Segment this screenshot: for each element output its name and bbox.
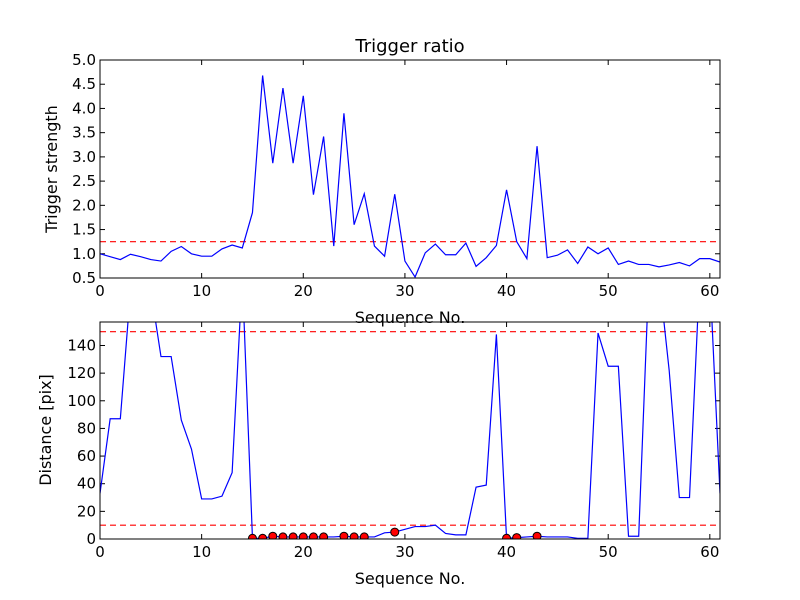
y-tick-label: 0.5 xyxy=(72,269,96,287)
x-tick-label: 0 xyxy=(95,543,105,561)
y-tick-label: 0 xyxy=(86,530,96,548)
scatter-point xyxy=(532,531,542,539)
y-tick-label: 60 xyxy=(77,447,96,465)
series-line xyxy=(100,75,720,278)
y-tick-label: 2.5 xyxy=(72,172,96,190)
y-tick-label: 3.5 xyxy=(72,124,96,142)
scatter-point xyxy=(339,531,349,539)
y-axis-label: Distance [pix] xyxy=(36,374,55,486)
y-tick-label: 5.0 xyxy=(72,51,96,69)
chart-title: Trigger ratio xyxy=(354,36,464,57)
x-tick-label: 60 xyxy=(700,543,719,561)
plot-area xyxy=(100,75,720,278)
x-tick-label: 60 xyxy=(700,282,719,300)
axes-frame xyxy=(99,59,721,279)
y-tick-label: 40 xyxy=(77,475,96,493)
scatter-point xyxy=(298,532,308,539)
scatter-point xyxy=(268,531,278,539)
y-tick-label: 4.5 xyxy=(72,75,96,93)
axes-frame xyxy=(99,321,721,540)
distance-panel: Sequence No. Distance [pix] 0 10 20 30 40 50 6… xyxy=(36,321,721,588)
scatter-point xyxy=(247,533,257,539)
series-line xyxy=(100,322,720,539)
scatter-point xyxy=(349,532,359,539)
x-tick-label: 40 xyxy=(497,282,516,300)
scatter-point xyxy=(308,532,318,539)
x-tick-label: 10 xyxy=(192,282,211,300)
y-tick-label: 140 xyxy=(67,336,96,354)
plot-area xyxy=(100,322,720,539)
scatter-point xyxy=(359,532,369,539)
x-tick-label: 30 xyxy=(395,282,414,300)
y-tick-label: 4.0 xyxy=(72,99,96,117)
x-tick-label: 20 xyxy=(294,282,313,300)
y-axis-label: Trigger strength xyxy=(42,105,61,234)
trigger-ratio-panel: Trigger ratio Sequence No. Trigger stren… xyxy=(42,36,721,327)
x-tick-label: 20 xyxy=(294,543,313,561)
x-tick-label: 0 xyxy=(95,282,105,300)
axis-ticks: 0 10 20 30 40 50 60 0 20 40 60 80 100 120 140 xyxy=(67,322,720,561)
x-tick-label: 50 xyxy=(599,282,618,300)
y-tick-label: 3.0 xyxy=(72,148,96,166)
scatter-point xyxy=(512,533,522,539)
x-axis-label: Sequence No. xyxy=(355,308,466,327)
x-tick-label: 30 xyxy=(395,543,414,561)
scatter-point xyxy=(288,532,298,539)
scatter-point xyxy=(390,527,400,537)
y-tick-label: 120 xyxy=(67,364,96,382)
scatter-point xyxy=(258,533,268,539)
x-axis-label: Sequence No. xyxy=(355,569,466,588)
y-tick-label: 1.5 xyxy=(72,221,96,239)
y-tick-label: 20 xyxy=(77,502,96,520)
y-tick-label: 1.0 xyxy=(72,245,96,263)
x-tick-label: 50 xyxy=(599,543,618,561)
y-tick-label: 80 xyxy=(77,419,96,437)
axis-ticks: 0 10 20 30 40 50 60 0.5 1.0 1.5 2.0 2.5 3.0 3.5 4.0 4.5… xyxy=(72,51,720,300)
x-tick-label: 40 xyxy=(497,543,516,561)
y-tick-label: 100 xyxy=(67,392,96,410)
scatter-point xyxy=(278,532,288,539)
scatter-point xyxy=(319,532,329,539)
scatter-point xyxy=(502,533,512,539)
y-tick-label: 2.0 xyxy=(72,196,96,214)
x-tick-label: 10 xyxy=(192,543,211,561)
